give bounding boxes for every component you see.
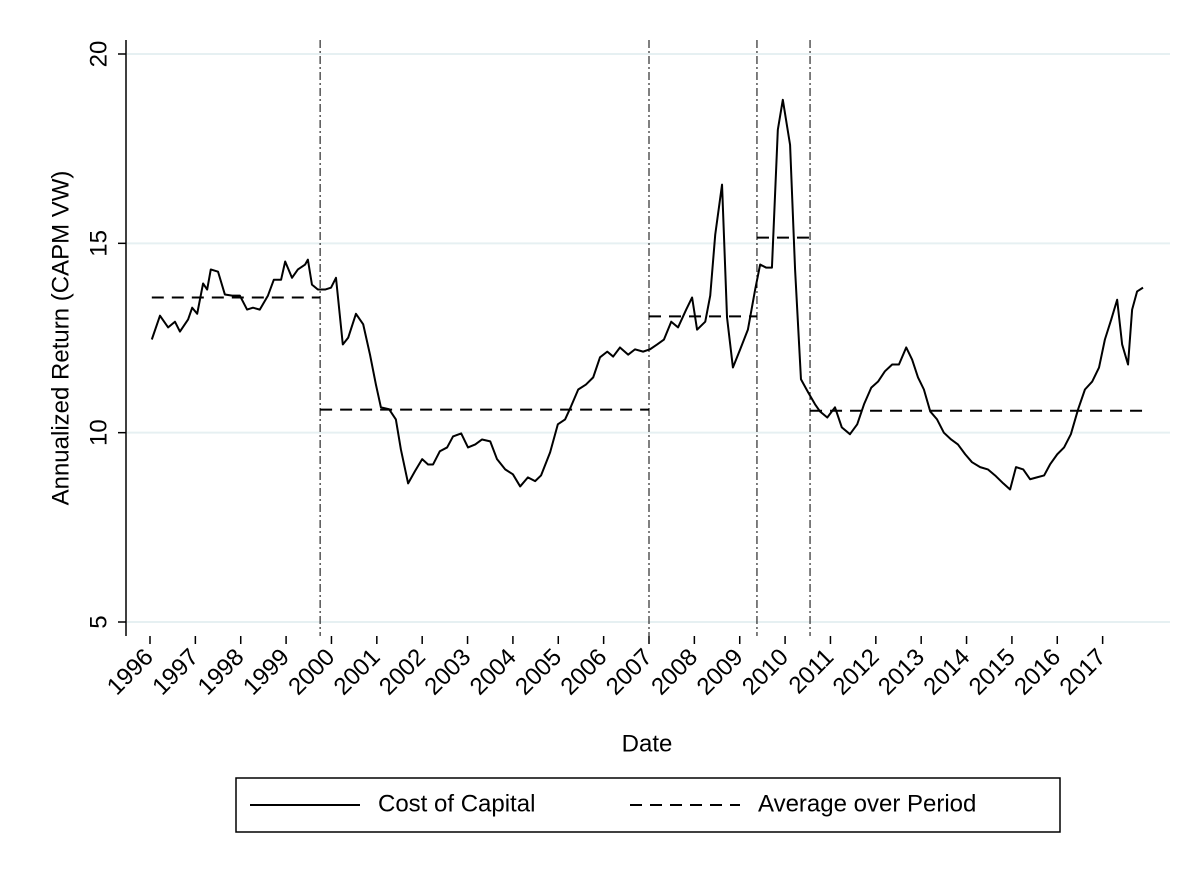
y-tick-label: 5 <box>85 615 112 628</box>
y-tick-label: 10 <box>85 419 112 446</box>
series-line <box>151 236 1144 412</box>
y-axis-label: Annualized Return (CAPM VW) <box>47 171 74 506</box>
series-line <box>150 98 1144 491</box>
y-tick-label: 15 <box>85 230 112 257</box>
legend-label: Cost of Capital <box>378 790 535 817</box>
y-tick-label: 20 <box>85 41 112 68</box>
legend-label: Average over Period <box>758 790 976 817</box>
legend-box <box>235 777 1061 833</box>
x-axis-label: Date <box>622 730 673 757</box>
